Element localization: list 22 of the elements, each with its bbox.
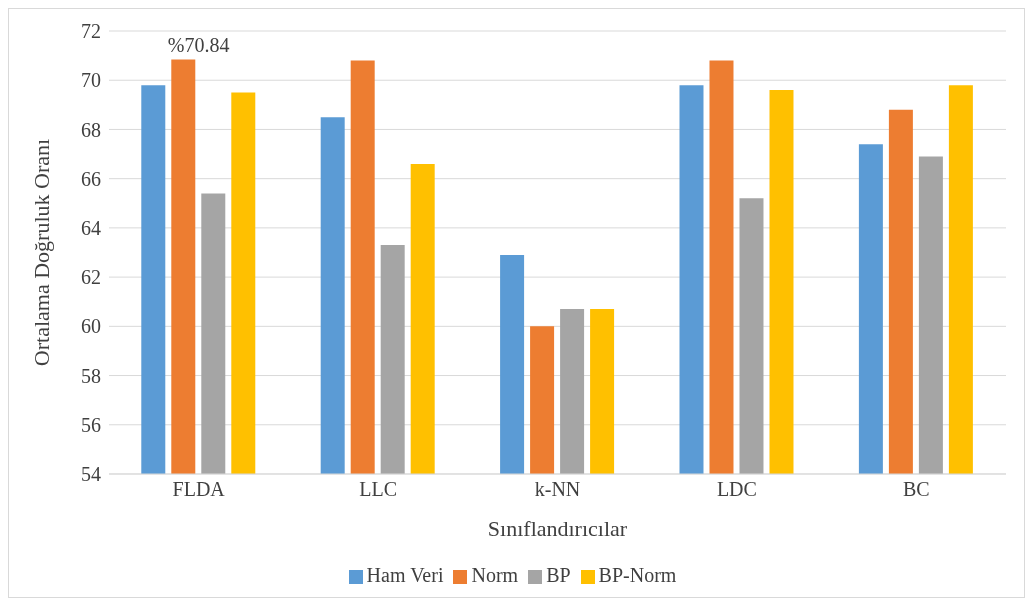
y-tick-label: 62	[81, 266, 101, 289]
x-tick-label: k-NN	[534, 478, 581, 501]
legend-label: Norm	[471, 564, 519, 586]
x-tick-label: LLC	[359, 478, 397, 501]
y-tick-label: 58	[81, 364, 101, 387]
y-tick-label: 56	[81, 413, 101, 436]
y-tick-label: 66	[81, 167, 101, 190]
y-tick-label: 64	[81, 216, 101, 239]
x-axis-title: Sınıflandırıcılar	[487, 516, 628, 541]
y-tick-label: 70	[81, 69, 101, 92]
y-tick-label: 60	[81, 315, 101, 338]
x-tick-label: BC	[902, 478, 930, 501]
legend-label: BP	[546, 564, 571, 586]
y-tick-label: 72	[81, 20, 101, 43]
y-axis-title: Ortalama Doğruluk Oranı	[28, 138, 54, 367]
x-tick-label: LDC	[716, 478, 757, 501]
legend-label: Ham Veri	[366, 564, 444, 586]
annotation: %70.84	[167, 33, 230, 56]
x-tick-label: FLDA	[172, 478, 226, 501]
y-tick-label: 54	[81, 463, 101, 486]
y-tick-label: 68	[81, 118, 101, 141]
legend-label: BP-Norm	[598, 564, 677, 586]
